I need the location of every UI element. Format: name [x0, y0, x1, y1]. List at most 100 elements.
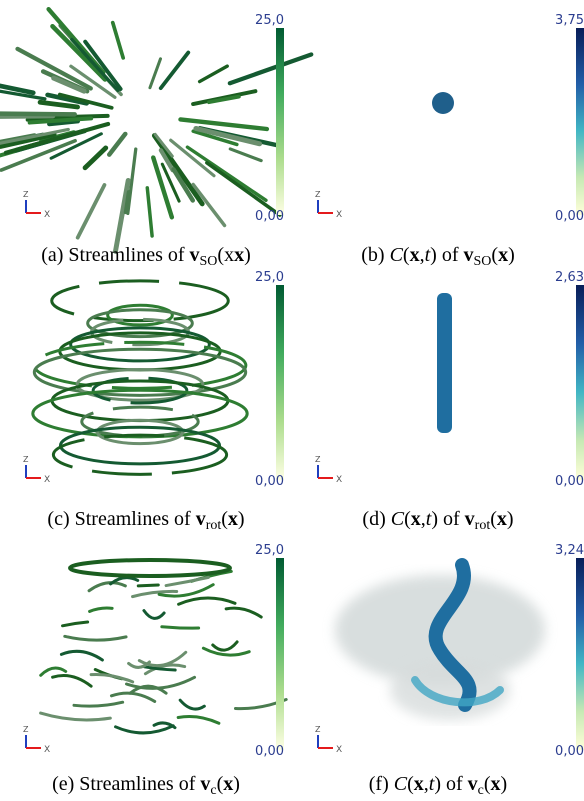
- caption-part: SO: [200, 254, 218, 269]
- streamline: [113, 23, 123, 58]
- caption-part: ) of: [430, 244, 463, 266]
- caption-part: v: [196, 508, 206, 530]
- caption-part: (: [490, 508, 497, 530]
- caption-part: C: [391, 508, 404, 530]
- streamline: [138, 585, 158, 586]
- caption: (c) Streamlines of vrot(x): [0, 508, 292, 534]
- colorbar: [576, 28, 584, 215]
- colorbar-min: 0,00: [255, 474, 284, 489]
- caption-part: (: [403, 244, 410, 266]
- caption-part: x: [234, 244, 244, 266]
- streamline: [150, 59, 161, 88]
- caption-part: (: [407, 773, 414, 795]
- streamline: [126, 677, 194, 688]
- streamline: [230, 149, 261, 161]
- streamline: [91, 674, 133, 681]
- caption-part: ): [238, 508, 245, 530]
- streamline: [0, 113, 75, 114]
- caption-part: v: [190, 244, 200, 266]
- streamline: [162, 627, 199, 628]
- colorbar-max: 3,24: [555, 543, 584, 558]
- axis-z-label: Z: [315, 455, 321, 464]
- streamline: [193, 184, 224, 225]
- streamline: [144, 611, 164, 619]
- colorbar: [276, 285, 284, 480]
- axis-z-label: Z: [23, 725, 29, 734]
- streamline: [161, 53, 188, 89]
- figure: 25,00,00ZX3,750,00ZX25,00,00ZX2,630,00ZX…: [0, 0, 584, 801]
- streamline: [33, 390, 247, 437]
- colorbar-max: 2,63: [555, 270, 584, 285]
- colorbar-min: 0,00: [555, 209, 584, 224]
- caption-part: ) of: [431, 508, 464, 530]
- streamline: [97, 420, 182, 443]
- caption: (f) C(x,t) of vc(x): [292, 773, 584, 799]
- caption-part: C: [394, 773, 407, 795]
- axis-x-label: X: [336, 210, 342, 220]
- caption-part: ) of: [434, 773, 467, 795]
- streamline: [111, 693, 154, 701]
- colorbar: [576, 558, 584, 750]
- caption-part: x: [497, 508, 507, 530]
- streamline: [200, 66, 228, 81]
- caption-part: v: [465, 508, 475, 530]
- streamline: [85, 148, 106, 168]
- streamline: [230, 54, 311, 83]
- caption-part: x: [228, 508, 238, 530]
- colorbar-min: 0,00: [555, 744, 584, 759]
- colorbar-max: 25,0: [255, 270, 284, 285]
- streamline: [65, 636, 126, 640]
- axis-z-label: Z: [315, 725, 321, 734]
- axis-z-label: Z: [23, 190, 29, 199]
- colorbar-max: 25,0: [255, 13, 284, 28]
- caption: (e) Streamlines of vc(x): [0, 773, 292, 799]
- caption-part: v: [468, 773, 478, 795]
- streamline: [90, 608, 113, 611]
- concentration: [437, 293, 452, 433]
- caption-part: x: [223, 773, 233, 795]
- caption-part: (x: [217, 244, 234, 266]
- streamline: [63, 622, 88, 626]
- axis-x-label: X: [44, 210, 50, 220]
- caption-part: (: [404, 508, 411, 530]
- streamline: [226, 608, 261, 617]
- caption-part: ): [233, 773, 240, 795]
- streamline: [61, 651, 102, 660]
- streamline: [40, 102, 78, 107]
- page: {"panels": [ {"colorbar": {"max": "25,0"…: [0, 0, 584, 801]
- caption: (a) Streamlines of vSO(xx): [0, 244, 292, 270]
- streamline: [180, 700, 204, 709]
- caption-part: ): [501, 773, 508, 795]
- caption-part: v: [200, 773, 210, 795]
- caption: (d) C(x,t) of vrot(x): [292, 508, 584, 534]
- caption-part: (f): [369, 773, 394, 795]
- streamline: [53, 675, 92, 686]
- streamline: [154, 723, 175, 728]
- streamline: [147, 188, 152, 236]
- colorbar-min: 0,00: [255, 209, 284, 224]
- caption-part: (: [484, 773, 491, 795]
- streamline: [213, 642, 237, 650]
- caption-part: SO: [473, 254, 491, 269]
- streamline: [78, 185, 105, 238]
- caption-part: v: [463, 244, 473, 266]
- streamline: [166, 577, 208, 585]
- colorbar-min: 0,00: [255, 744, 284, 759]
- concentration: [432, 92, 454, 114]
- axis-x-label: X: [336, 745, 342, 755]
- streamline: [180, 119, 266, 129]
- caption-part: ): [244, 244, 251, 266]
- colorbar-max: 3,75: [555, 13, 584, 28]
- streamline: [116, 726, 174, 733]
- caption-part: (e) Streamlines of: [52, 773, 200, 795]
- colorbar: [276, 28, 284, 215]
- streamline: [89, 583, 125, 591]
- caption-part: (b): [361, 244, 389, 266]
- renderings: [0, 9, 545, 733]
- caption-part: (c) Streamlines of: [47, 508, 195, 530]
- caption-part: x: [498, 244, 508, 266]
- caption: (b) C(x,t) of vSO(x): [292, 244, 584, 270]
- streamline: [179, 598, 235, 604]
- colorbar: [276, 558, 284, 750]
- streamline: [53, 435, 226, 474]
